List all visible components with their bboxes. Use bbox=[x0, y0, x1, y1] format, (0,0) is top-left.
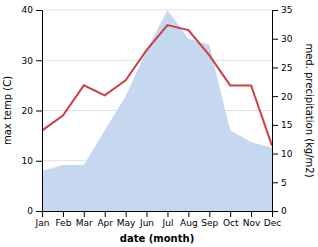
tick-label: Nov bbox=[243, 218, 261, 228]
tick-label: 0 bbox=[27, 206, 33, 216]
tick: 0 bbox=[27, 206, 42, 216]
tick: Jun bbox=[139, 211, 154, 228]
tick: Jan bbox=[35, 211, 50, 228]
tick: 40 bbox=[22, 5, 42, 15]
tick: 10 bbox=[22, 156, 42, 166]
tick: Nov bbox=[243, 211, 261, 228]
tick-mark bbox=[272, 125, 278, 126]
tick-label: 5 bbox=[281, 178, 287, 188]
tick-label: Mar bbox=[76, 218, 93, 228]
tick-label: 20 bbox=[281, 92, 293, 102]
tick: 30 bbox=[22, 56, 42, 66]
y2-axis-title: med. precipitation (kg/m2) bbox=[304, 43, 315, 177]
tick-mark bbox=[126, 211, 127, 217]
tick: Dec bbox=[264, 211, 281, 228]
tick: 20 bbox=[22, 106, 42, 116]
tick-mark bbox=[272, 154, 278, 155]
tick-label: Aug bbox=[180, 218, 198, 228]
tick-label: 35 bbox=[281, 5, 292, 15]
tick-label: 10 bbox=[281, 149, 293, 159]
tick-mark bbox=[272, 211, 278, 212]
tick-label: 15 bbox=[281, 120, 292, 130]
tick: Mar bbox=[76, 211, 93, 228]
tick-label: 20 bbox=[22, 106, 34, 116]
tick-mark bbox=[251, 211, 252, 217]
tick-mark bbox=[36, 60, 42, 61]
tick-mark bbox=[36, 10, 42, 11]
tick-mark bbox=[230, 211, 231, 217]
temp-line bbox=[42, 25, 272, 146]
tick: 30 bbox=[272, 34, 293, 44]
tick: Oct bbox=[223, 211, 239, 228]
x-axis-title: date (month) bbox=[120, 233, 194, 244]
tick: Sep bbox=[201, 211, 218, 228]
grid bbox=[42, 10, 272, 211]
tick-label: 40 bbox=[22, 5, 34, 15]
tick: Apr bbox=[97, 211, 113, 228]
tick: 10 bbox=[272, 149, 293, 159]
tick: Aug bbox=[180, 211, 198, 228]
y-axis-title: max temp (C) bbox=[2, 76, 13, 145]
tick: 20 bbox=[272, 92, 293, 102]
x-axis: Jan Feb Mar Apr MayJun Jul AugSep Oct NovDec bbox=[35, 211, 282, 228]
tick: 25 bbox=[272, 63, 292, 73]
plot-area bbox=[42, 10, 272, 211]
tick-label: Jul bbox=[162, 218, 174, 228]
tick: 0 bbox=[272, 206, 287, 216]
tick: Feb bbox=[55, 211, 71, 228]
tick: 15 bbox=[272, 120, 292, 130]
tick-label: 25 bbox=[281, 63, 292, 73]
tick-mark bbox=[167, 211, 168, 217]
tick-mark bbox=[36, 211, 42, 212]
chart: JanFebMarAprMayJunJulAugSepOctNovDec0102… bbox=[0, 0, 318, 247]
tick-mark bbox=[36, 161, 42, 162]
tick-label: Dec bbox=[264, 218, 281, 228]
tick-mark bbox=[272, 67, 278, 68]
tick-label: Jun bbox=[139, 218, 154, 228]
tick: Jul bbox=[162, 211, 174, 228]
tick-label: Jan bbox=[35, 218, 50, 228]
tick-label: May bbox=[117, 218, 136, 228]
axis-line bbox=[273, 11, 279, 212]
tick-mark bbox=[105, 211, 106, 217]
tick-mark bbox=[272, 10, 278, 11]
axis-line bbox=[36, 11, 43, 212]
tick-label: Feb bbox=[55, 218, 71, 228]
tick-mark bbox=[36, 111, 42, 112]
tick: 5 bbox=[272, 178, 287, 188]
tick-mark bbox=[84, 211, 85, 217]
tick-label: Sep bbox=[201, 218, 218, 228]
grid-line bbox=[42, 10, 272, 11]
tick-mark bbox=[272, 182, 278, 183]
tick-mark bbox=[63, 211, 64, 217]
tick-label: 30 bbox=[281, 34, 293, 44]
tick: May bbox=[117, 211, 136, 228]
tick-label: 0 bbox=[281, 206, 287, 216]
tick-mark bbox=[272, 96, 278, 97]
tick-label: Apr bbox=[97, 218, 113, 228]
tick-mark bbox=[209, 211, 210, 217]
tick-mark bbox=[147, 211, 148, 217]
axis-line bbox=[43, 212, 273, 218]
precip-area bbox=[42, 10, 272, 211]
yticks-axis: 0 10 20 30 40 bbox=[22, 5, 43, 216]
tick-mark bbox=[188, 211, 189, 217]
tick-label: Oct bbox=[223, 218, 239, 228]
tick: 35 bbox=[272, 5, 292, 15]
tick-mark bbox=[272, 39, 278, 40]
tick-label: 30 bbox=[22, 56, 34, 66]
tick-label: 10 bbox=[22, 156, 34, 166]
y2ticks-axis: 0 5 10 15 20 25 30 35 bbox=[272, 5, 293, 216]
